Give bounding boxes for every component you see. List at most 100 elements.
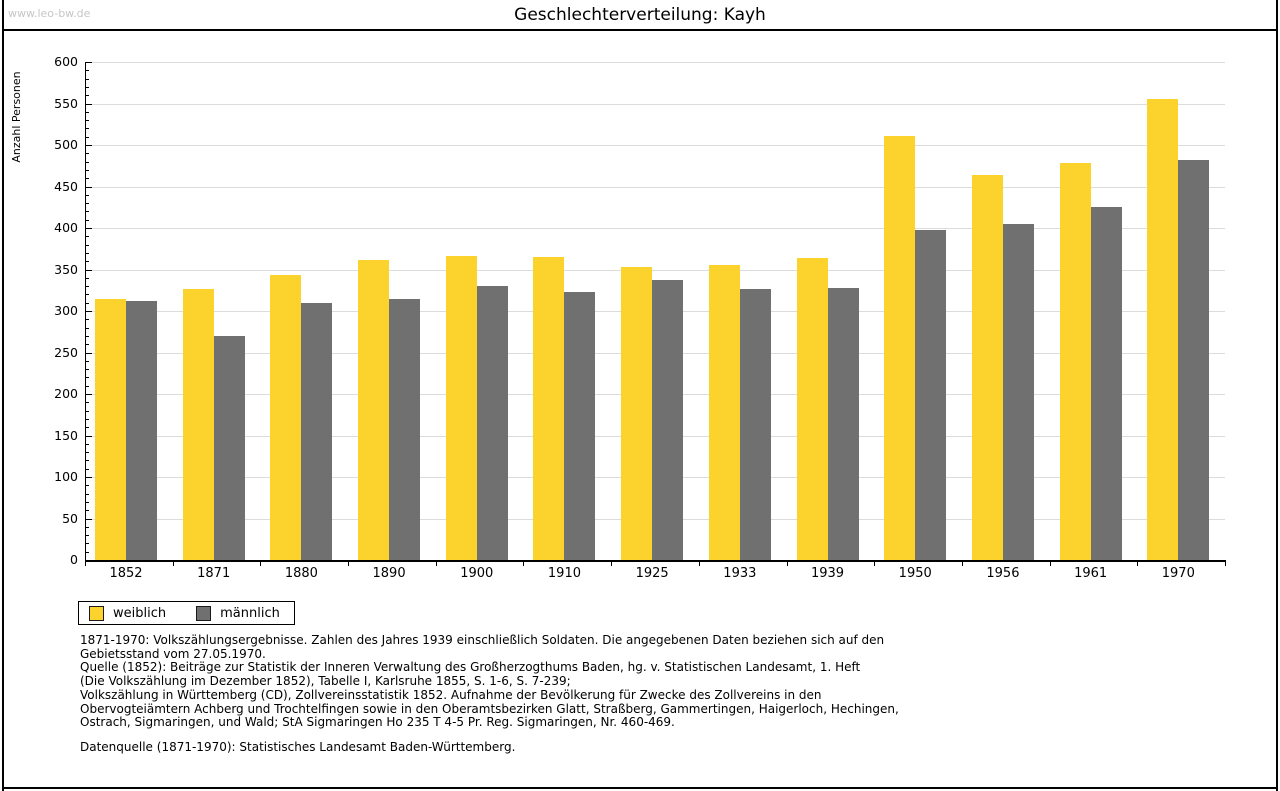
y-minor-tick <box>86 427 89 429</box>
footnote-line: Quelle (1852): Beiträge zur Statistik de… <box>80 660 861 675</box>
y-major-tick <box>86 477 92 478</box>
site-watermark: www.leo-bw.de <box>8 7 91 20</box>
y-minor-tick <box>86 402 89 404</box>
frame-right <box>1276 0 1278 791</box>
y-minor-tick <box>86 219 89 221</box>
x-axis-tick-label: 1880 <box>284 566 318 581</box>
y-minor-tick <box>86 468 89 470</box>
bar-männlich-1871 <box>213 335 245 560</box>
y-minor-tick <box>86 252 89 254</box>
gridline <box>86 228 1225 229</box>
x-axis-tick-label: 1933 <box>723 566 757 581</box>
x-axis-tick-label: 1961 <box>1074 566 1108 581</box>
bar-weiblich-1961 <box>1059 163 1091 560</box>
x-boundary-tick <box>1049 562 1051 566</box>
y-minor-tick <box>86 410 89 412</box>
y-minor-tick <box>86 178 89 180</box>
x-boundary-tick <box>874 562 876 566</box>
y-minor-tick <box>86 543 89 545</box>
bar-weiblich-1970 <box>1147 99 1179 560</box>
bar-männlich-1933 <box>739 289 771 560</box>
chart-title: Geschlechterverteilung: Kayh <box>514 5 766 25</box>
y-minor-tick <box>86 261 89 263</box>
y-axis-tick-label: 0 <box>70 552 78 567</box>
bar-männlich-1880 <box>301 302 333 560</box>
y-minor-tick <box>86 203 89 205</box>
y-minor-tick <box>86 510 89 512</box>
y-minor-tick <box>86 526 89 528</box>
y-axis-tick-label: 300 <box>54 303 78 318</box>
x-boundary-tick <box>786 562 788 566</box>
x-axis-tick-label: 1956 <box>986 566 1020 581</box>
bar-männlich-1925 <box>652 280 684 560</box>
bar-männlich-1890 <box>389 299 421 560</box>
y-axis-tick-label: 550 <box>54 95 78 111</box>
bar-weiblich-1910 <box>533 257 565 560</box>
y-axis-tick-label: 150 <box>54 427 78 443</box>
y-minor-tick <box>86 302 89 304</box>
y-major-tick <box>86 269 92 271</box>
y-minor-tick <box>86 452 89 454</box>
x-boundary-tick <box>961 562 963 566</box>
y-major-tick <box>86 62 92 63</box>
bar-männlich-1956 <box>1002 223 1034 560</box>
x-axis-tick-label: 1890 <box>372 566 406 581</box>
y-minor-tick <box>86 78 89 80</box>
bar-weiblich-1939 <box>796 257 828 560</box>
frame-left <box>2 0 4 791</box>
y-minor-tick <box>86 236 89 238</box>
y-minor-tick <box>86 493 89 495</box>
legend-label-maennlich: männlich <box>220 605 280 621</box>
y-major-tick <box>86 435 92 437</box>
y-major-tick <box>86 186 92 188</box>
x-boundary-tick <box>348 562 350 566</box>
frame-bottom <box>2 787 1278 789</box>
y-major-tick <box>86 103 92 105</box>
x-boundary-tick <box>1225 562 1226 566</box>
x-boundary-tick <box>260 562 262 566</box>
y-minor-tick <box>86 194 89 196</box>
bar-weiblich-1950 <box>884 135 916 560</box>
y-minor-tick <box>86 86 89 88</box>
y-major-tick <box>86 518 92 520</box>
x-boundary-tick <box>172 562 174 566</box>
y-minor-tick <box>86 294 89 296</box>
bar-weiblich-1925 <box>621 267 653 560</box>
datasource-note: Datenquelle (1871-1970): Statistisches L… <box>80 740 516 754</box>
x-boundary-tick <box>85 562 86 566</box>
y-major-tick <box>86 145 92 146</box>
y-minor-tick <box>86 535 89 537</box>
legend-swatch-weiblich <box>89 605 104 621</box>
y-minor-tick <box>86 244 89 246</box>
footnote-line: Obervogteiämtern Achberg und Trochtelfin… <box>80 701 899 716</box>
bar-weiblich-1852 <box>95 299 126 560</box>
y-minor-tick <box>86 136 89 138</box>
y-axis-tick-label: 500 <box>54 137 78 152</box>
bar-männlich-1900 <box>476 286 508 560</box>
bar-männlich-1910 <box>564 291 596 560</box>
bar-männlich-1970 <box>1178 159 1210 560</box>
y-minor-tick <box>86 501 89 503</box>
x-axis-line <box>85 560 1226 562</box>
gridline <box>86 145 1225 146</box>
x-boundary-tick <box>611 562 613 566</box>
bar-männlich-1950 <box>915 230 947 560</box>
footnote-line: Ostrach, Sigmaringen, und Wald; StA Sigm… <box>80 715 675 730</box>
y-major-tick <box>86 311 92 312</box>
gridline <box>86 103 1225 105</box>
y-minor-tick <box>86 360 89 362</box>
y-axis-tick-label: 250 <box>54 344 78 360</box>
y-axis-tick-label: 100 <box>54 469 78 484</box>
y-major-tick <box>86 394 92 395</box>
y-minor-tick <box>86 153 89 155</box>
y-minor-tick <box>86 169 89 171</box>
y-minor-tick <box>86 95 89 97</box>
y-minor-tick <box>86 161 89 163</box>
x-boundary-tick <box>523 562 525 566</box>
y-minor-tick <box>86 335 89 337</box>
y-minor-tick <box>86 485 89 487</box>
bar-weiblich-1900 <box>445 256 477 560</box>
footnote-line: 1871-1970: Volkszählungsergebnisse. Zahl… <box>80 633 885 647</box>
